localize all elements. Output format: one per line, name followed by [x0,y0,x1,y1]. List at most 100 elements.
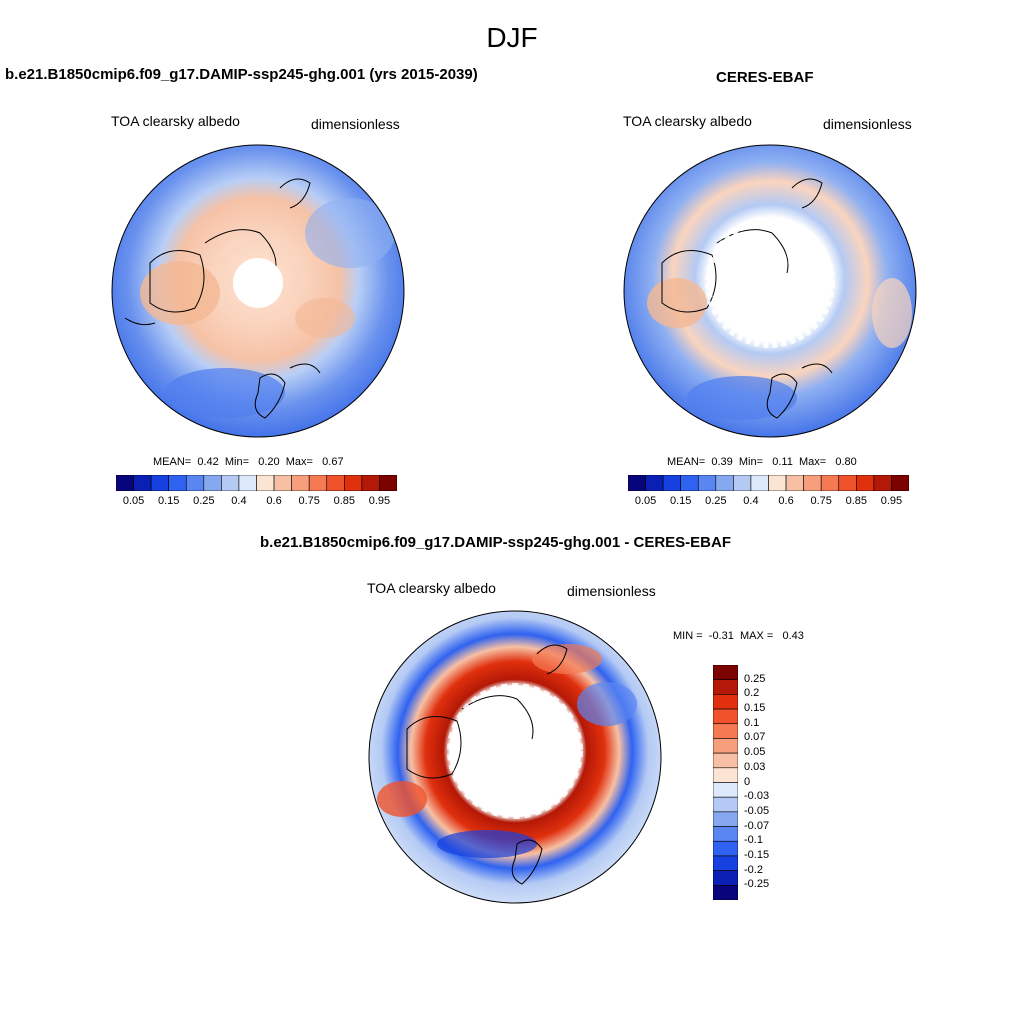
colorbar-tick-label: 0.95 [880,495,903,507]
colorbar-tick-label: 0.15 [669,495,692,507]
colorbar-tick-label: 0.4 [231,495,247,507]
colorbar-swatch [238,475,257,491]
colorbar-tick-label: 0.75 [810,495,832,507]
diff-units-label: dimensionless [567,583,656,599]
colorbar-swatch [750,475,769,491]
colorbar-swatch [379,475,397,491]
obs-panel-title: CERES-EBAF [716,69,814,86]
colorbar-swatch [133,475,152,491]
colorbar-swatch [713,708,738,725]
colorbar-swatch [713,782,738,798]
colorbar-swatch [185,475,205,491]
colorbar-tick-label: 0.25 [705,495,727,507]
colorbar-swatch [873,475,892,491]
colorbar-tick-label: -0.2 [744,863,763,876]
colorbar-swatch [291,475,310,491]
colorbar-swatch [713,826,738,842]
colorbar-tick-label: 0 [744,775,751,788]
colorbar-swatch [662,475,681,491]
colorbar-tick-label: 0.05 [744,746,766,759]
colorbar-tick-label: 0.05 [122,495,145,507]
colorbar-swatch [820,475,840,491]
diff-colorbar-ticks: 0.25 0.2 0.15 0.1 0.07 0.05 0.03 0 -0.03 -0.05 -0.… [744,665,784,900]
model-colorbar-ticks: 0.05 0.15 0.25 0.4 0.6 0.75 0.85 0.95 [116,495,397,509]
colorbar-swatch [713,767,738,783]
colorbar-tick-label: 0.85 [333,495,356,507]
colorbar-swatch [768,475,787,491]
colorbar-swatch [713,752,738,769]
colorbar-swatch [150,475,169,491]
colorbar-swatch [361,475,380,491]
colorbar-swatch [713,723,738,739]
colorbar-tick-label: -0.25 [744,878,770,891]
obs-variable-label: TOA clearsky albedo [623,113,752,129]
colorbar-tick-label: 0.6 [778,495,794,507]
model-stats: MEAN= 0.42 Min= 0.20 Max= 0.67 [153,456,344,468]
colorbar-swatch [856,475,875,491]
colorbar-swatch [697,475,717,491]
colorbar-tick-label: -0.03 [744,790,770,803]
colorbar-tick-label: -0.07 [744,819,770,832]
diff-variable-label: TOA clearsky albedo [367,580,496,596]
obs-colorbar [628,475,909,491]
colorbar-tick-label: 0.07 [744,731,766,744]
colorbar-swatch [713,855,738,871]
colorbar-tick-label: 0.15 [744,702,766,715]
colorbar-tick-label: 0.2 [744,687,760,700]
colorbar-swatch [273,475,292,491]
colorbar-swatch [221,475,240,491]
colorbar-swatch [838,475,857,491]
model-panel-title: b.e21.B1850cmip6.f09_g17.DAMIP-ssp245-gh… [5,66,478,83]
colorbar-swatch [803,475,822,491]
colorbar-swatch [344,475,363,491]
colorbar-swatch [713,840,738,857]
season-title: DJF [486,22,538,53]
obs-stats: MEAN= 0.39 Min= 0.11 Max= 0.80 [667,456,857,468]
diff-stats: MIN = -0.31 MAX = 0.43 [673,630,804,642]
colorbar-tick-label: 0.1 [744,716,760,729]
colorbar-tick-label: 0.25 [744,672,766,685]
colorbar-swatch [628,475,646,491]
colorbar-swatch [116,475,134,491]
colorbar-tick-label: 0.4 [743,495,759,507]
colorbar-tick-label: -0.05 [744,804,770,817]
colorbar-swatch [713,665,738,680]
colorbar-swatch [713,679,738,695]
colorbar-swatch [713,694,738,710]
diff-polar-map [368,610,662,904]
diff-panel-title: b.e21.B1850cmip6.f09_g17.DAMIP-ssp245-gh… [260,534,731,551]
colorbar-swatch [713,811,738,827]
colorbar-swatch [785,475,804,491]
colorbar-swatch [256,475,275,491]
colorbar-tick-label: 0.05 [634,495,657,507]
colorbar-tick-label: 0.15 [157,495,180,507]
model-polar-map [111,144,405,438]
colorbar-swatch [713,796,738,813]
colorbar-swatch [733,475,752,491]
colorbar-tick-label: 0.95 [368,495,391,507]
colorbar-swatch [713,885,738,900]
colorbar-tick-label: 0.25 [193,495,215,507]
model-units-label: dimensionless [311,116,400,132]
model-variable-label: TOA clearsky albedo [111,113,240,129]
colorbar-tick-label: -0.15 [744,848,770,861]
colorbar-tick-label: 0.75 [298,495,320,507]
obs-polar-map [623,144,917,438]
colorbar-swatch [168,475,187,491]
colorbar-swatch [713,870,738,886]
colorbar-tick-label: 0.03 [744,760,766,773]
colorbar-tick-label: 0.85 [845,495,868,507]
colorbar-swatch [308,475,328,491]
colorbar-swatch [203,475,222,491]
colorbar-tick-label: -0.1 [744,834,763,847]
model-colorbar [116,475,397,491]
obs-colorbar-ticks: 0.05 0.15 0.25 0.4 0.6 0.75 0.85 0.95 [628,495,909,509]
colorbar-swatch [891,475,909,491]
obs-units-label: dimensionless [823,116,912,132]
diff-colorbar [713,665,738,900]
colorbar-swatch [713,738,738,754]
colorbar-swatch [680,475,699,491]
colorbar-tick-label: 0.6 [266,495,282,507]
colorbar-swatch [645,475,664,491]
colorbar-swatch [715,475,734,491]
